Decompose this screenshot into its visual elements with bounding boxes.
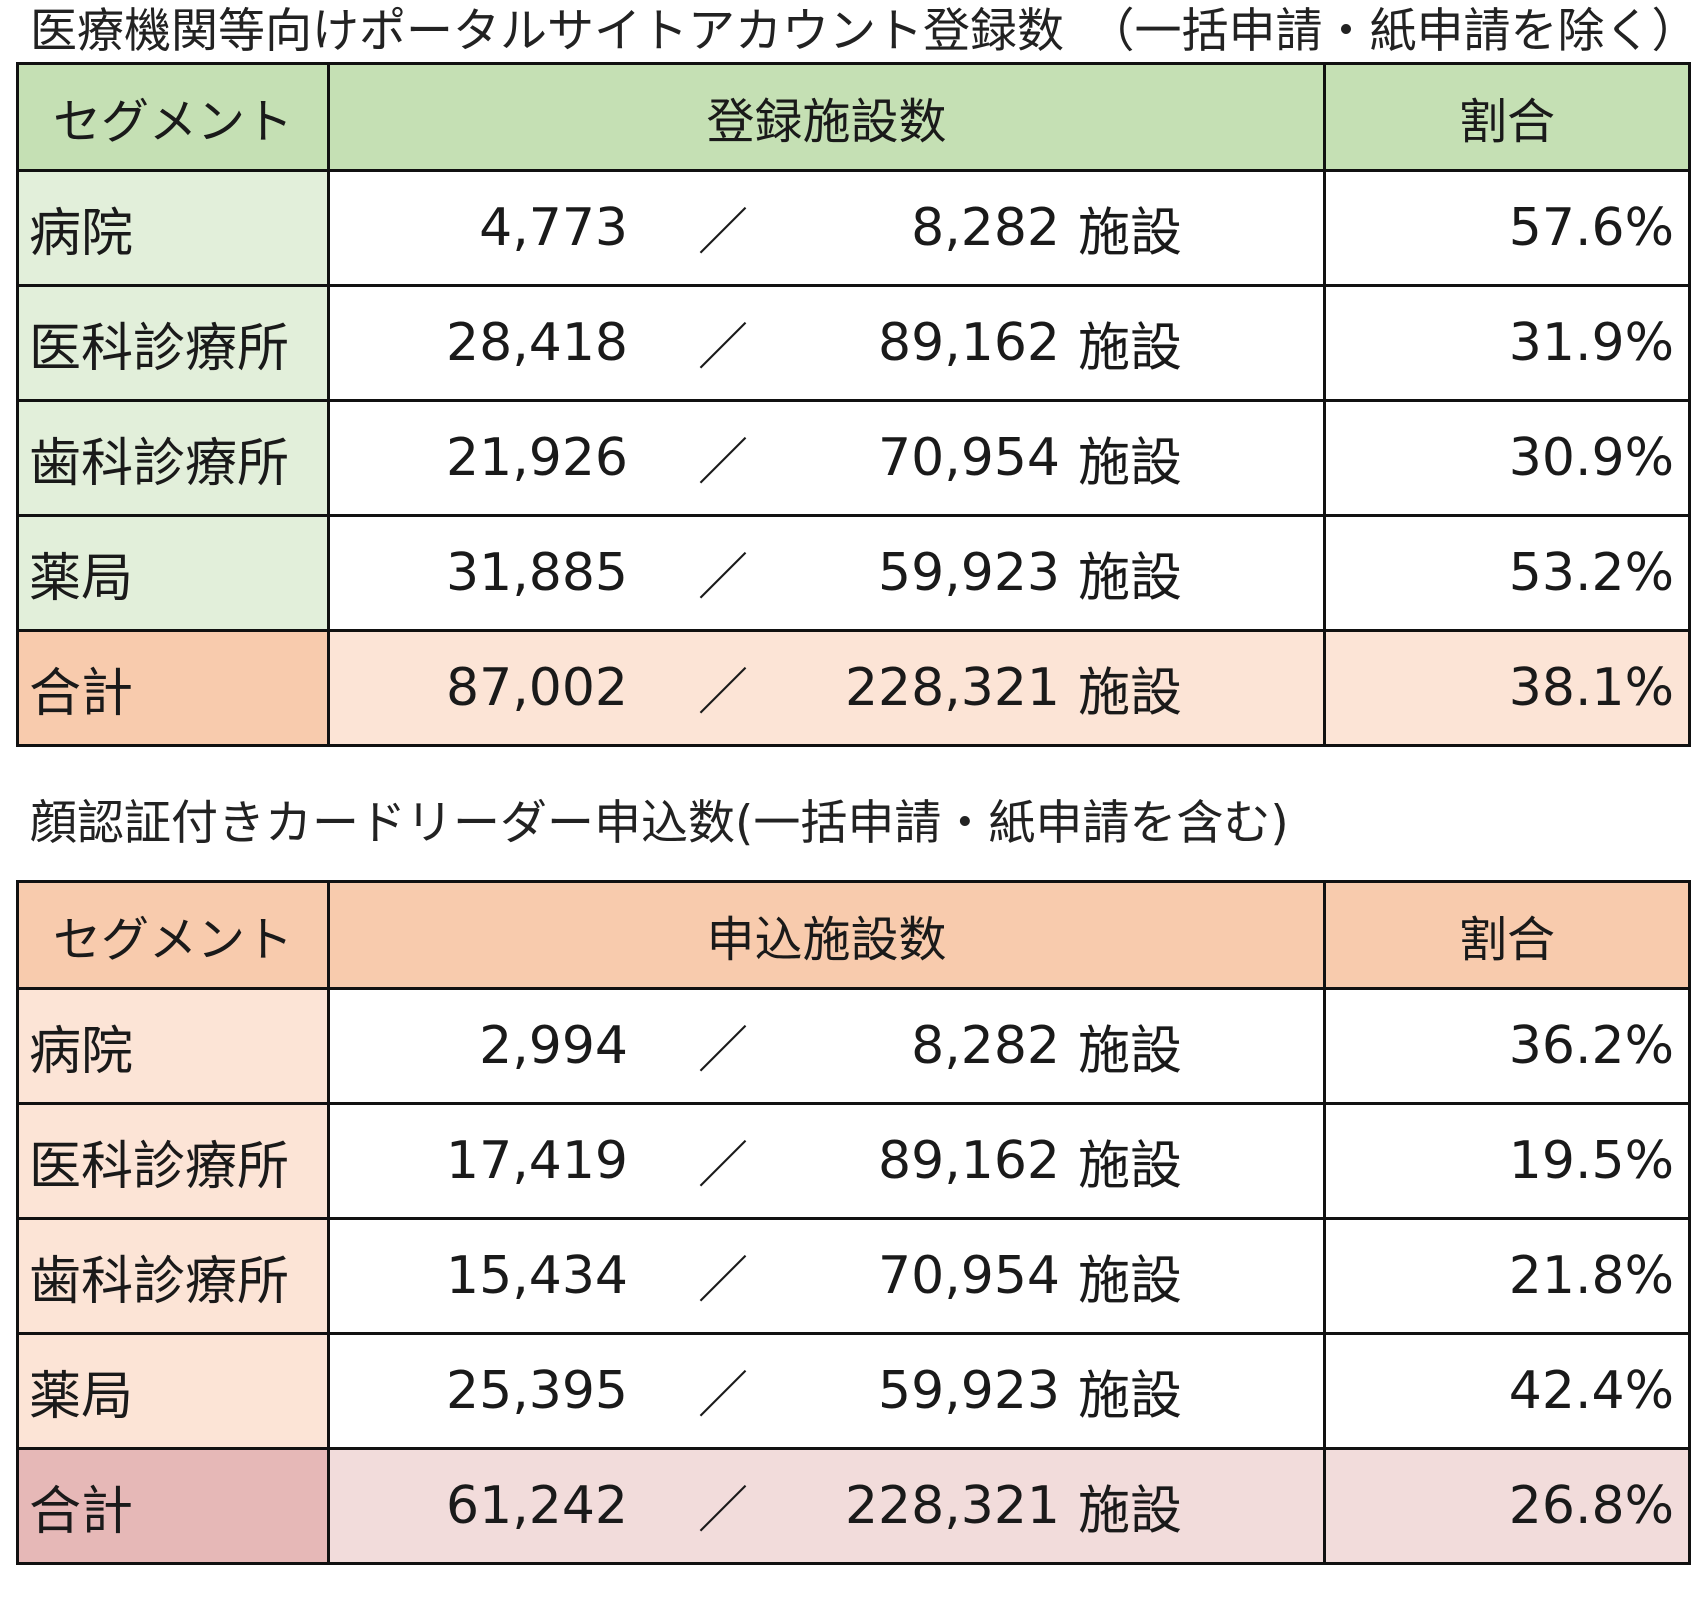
- unit-label: 施設: [1078, 663, 1183, 724]
- unit-label: 施設: [1078, 1021, 1183, 1082]
- total-facilities: 70,954: [878, 1246, 1060, 1306]
- segment-header: セグメント: [16, 62, 330, 172]
- slash-separator: ／: [698, 548, 748, 606]
- application-count: 25,395: [446, 1361, 628, 1421]
- unit-label: 施設: [1078, 1251, 1183, 1312]
- ratio-cell: 31.9%: [1323, 284, 1691, 402]
- segment-header: セグメント: [16, 880, 330, 990]
- ratio-cell: 42.4%: [1323, 1332, 1691, 1450]
- unit-label: 施設: [1078, 1481, 1183, 1542]
- total-facilities: 59,923: [878, 543, 1060, 603]
- count-cell: 2,994 ／ 8,282 施設: [327, 987, 1326, 1105]
- count-cell: 31,885 ／ 59,923 施設: [327, 514, 1326, 632]
- total-facilities: 89,162: [878, 313, 1060, 373]
- registered-count: 21,926: [446, 428, 628, 488]
- count-cell: 15,434 ／ 70,954 施設: [327, 1217, 1326, 1335]
- slash-separator: ／: [698, 1021, 748, 1079]
- table-header-row: セグメント 登録施設数 割合: [16, 62, 1691, 172]
- table-row: 病院 4,773 ／ 8,282 施設 57.6%: [16, 169, 1691, 287]
- total-facilities-sum: 228,321: [844, 658, 1060, 718]
- total-facilities: 59,923: [878, 1361, 1060, 1421]
- portal-account-table: セグメント 登録施設数 割合 病院 4,773 ／ 8,282 施設 57.6%…: [16, 62, 1691, 747]
- slash-separator: ／: [698, 1366, 748, 1424]
- total-facilities-sum: 228,321: [844, 1476, 1060, 1536]
- count-cell: 28,418 ／ 89,162 施設: [327, 284, 1326, 402]
- unit-label: 施設: [1078, 1136, 1183, 1197]
- card-reader-application-table: セグメント 申込施設数 割合 病院 2,994 ／ 8,282 施設 36.2%…: [16, 880, 1691, 1565]
- ratio-cell: 53.2%: [1323, 514, 1691, 632]
- segment-cell: 医科診療所: [16, 284, 330, 402]
- table-row: 歯科診療所 15,434 ／ 70,954 施設 21.8%: [16, 1217, 1691, 1335]
- total-segment-cell: 合計: [16, 1447, 330, 1565]
- total-row: 合計 61,242 ／ 228,321 施設 26.8%: [16, 1447, 1691, 1565]
- total-ratio-cell: 38.1%: [1323, 629, 1691, 747]
- segment-cell: 薬局: [16, 514, 330, 632]
- unit-label: 施設: [1078, 318, 1183, 379]
- ratio-header: 割合: [1323, 880, 1691, 990]
- segment-cell: 病院: [16, 987, 330, 1105]
- segment-cell: 病院: [16, 169, 330, 287]
- table1-title: 医療機関等向けポータルサイトアカウント登録数 （一括申請・紙申請を除く）: [30, 4, 1699, 59]
- slash-separator: ／: [698, 433, 748, 491]
- count-cell: 4,773 ／ 8,282 施設: [327, 169, 1326, 287]
- slash-separator: ／: [698, 203, 748, 261]
- table-row: 医科診療所 17,419 ／ 89,162 施設 19.5%: [16, 1102, 1691, 1220]
- application-count: 15,434: [446, 1246, 628, 1306]
- count-header: 申込施設数: [327, 880, 1326, 990]
- registered-count-total: 87,002: [446, 658, 628, 718]
- application-count: 17,419: [446, 1131, 628, 1191]
- unit-label: 施設: [1078, 1366, 1183, 1427]
- slash-separator: ／: [698, 1251, 748, 1309]
- count-header: 登録施設数: [327, 62, 1326, 172]
- total-count-cell: 61,242 ／ 228,321 施設: [327, 1447, 1326, 1565]
- table-header-row: セグメント 申込施設数 割合: [16, 880, 1691, 990]
- total-ratio-cell: 26.8%: [1323, 1447, 1691, 1565]
- segment-cell: 薬局: [16, 1332, 330, 1450]
- ratio-cell: 19.5%: [1323, 1102, 1691, 1220]
- count-cell: 21,926 ／ 70,954 施設: [327, 399, 1326, 517]
- total-facilities: 89,162: [878, 1131, 1060, 1191]
- table-row: 薬局 25,395 ／ 59,923 施設 42.4%: [16, 1332, 1691, 1450]
- unit-label: 施設: [1078, 203, 1183, 264]
- total-facilities: 8,282: [911, 198, 1060, 258]
- slash-separator: ／: [698, 1136, 748, 1194]
- total-facilities: 70,954: [878, 428, 1060, 488]
- segment-cell: 医科診療所: [16, 1102, 330, 1220]
- total-segment-cell: 合計: [16, 629, 330, 747]
- registered-count: 31,885: [446, 543, 628, 603]
- ratio-cell: 57.6%: [1323, 169, 1691, 287]
- slash-separator: ／: [698, 318, 748, 376]
- ratio-header: 割合: [1323, 62, 1691, 172]
- table-row: 医科診療所 28,418 ／ 89,162 施設 31.9%: [16, 284, 1691, 402]
- unit-label: 施設: [1078, 433, 1183, 494]
- unit-label: 施設: [1078, 548, 1183, 609]
- registered-count: 4,773: [479, 198, 628, 258]
- table2-title: 顔認証付きカードリーダー申込数(一括申請・紙申請を含む): [30, 796, 1289, 851]
- registered-count: 28,418: [446, 313, 628, 373]
- count-cell: 17,419 ／ 89,162 施設: [327, 1102, 1326, 1220]
- segment-cell: 歯科診療所: [16, 1217, 330, 1335]
- ratio-cell: 30.9%: [1323, 399, 1691, 517]
- total-row: 合計 87,002 ／ 228,321 施設 38.1%: [16, 629, 1691, 747]
- application-count-total: 61,242: [446, 1476, 628, 1536]
- ratio-cell: 21.8%: [1323, 1217, 1691, 1335]
- table-row: 歯科診療所 21,926 ／ 70,954 施設 30.9%: [16, 399, 1691, 517]
- segment-cell: 歯科診療所: [16, 399, 330, 517]
- ratio-cell: 36.2%: [1323, 987, 1691, 1105]
- application-count: 2,994: [479, 1016, 628, 1076]
- total-facilities: 8,282: [911, 1016, 1060, 1076]
- slash-separator: ／: [698, 1481, 748, 1539]
- table-row: 薬局 31,885 ／ 59,923 施設 53.2%: [16, 514, 1691, 632]
- table-row: 病院 2,994 ／ 8,282 施設 36.2%: [16, 987, 1691, 1105]
- count-cell: 25,395 ／ 59,923 施設: [327, 1332, 1326, 1450]
- total-count-cell: 87,002 ／ 228,321 施設: [327, 629, 1326, 747]
- slash-separator: ／: [698, 663, 748, 721]
